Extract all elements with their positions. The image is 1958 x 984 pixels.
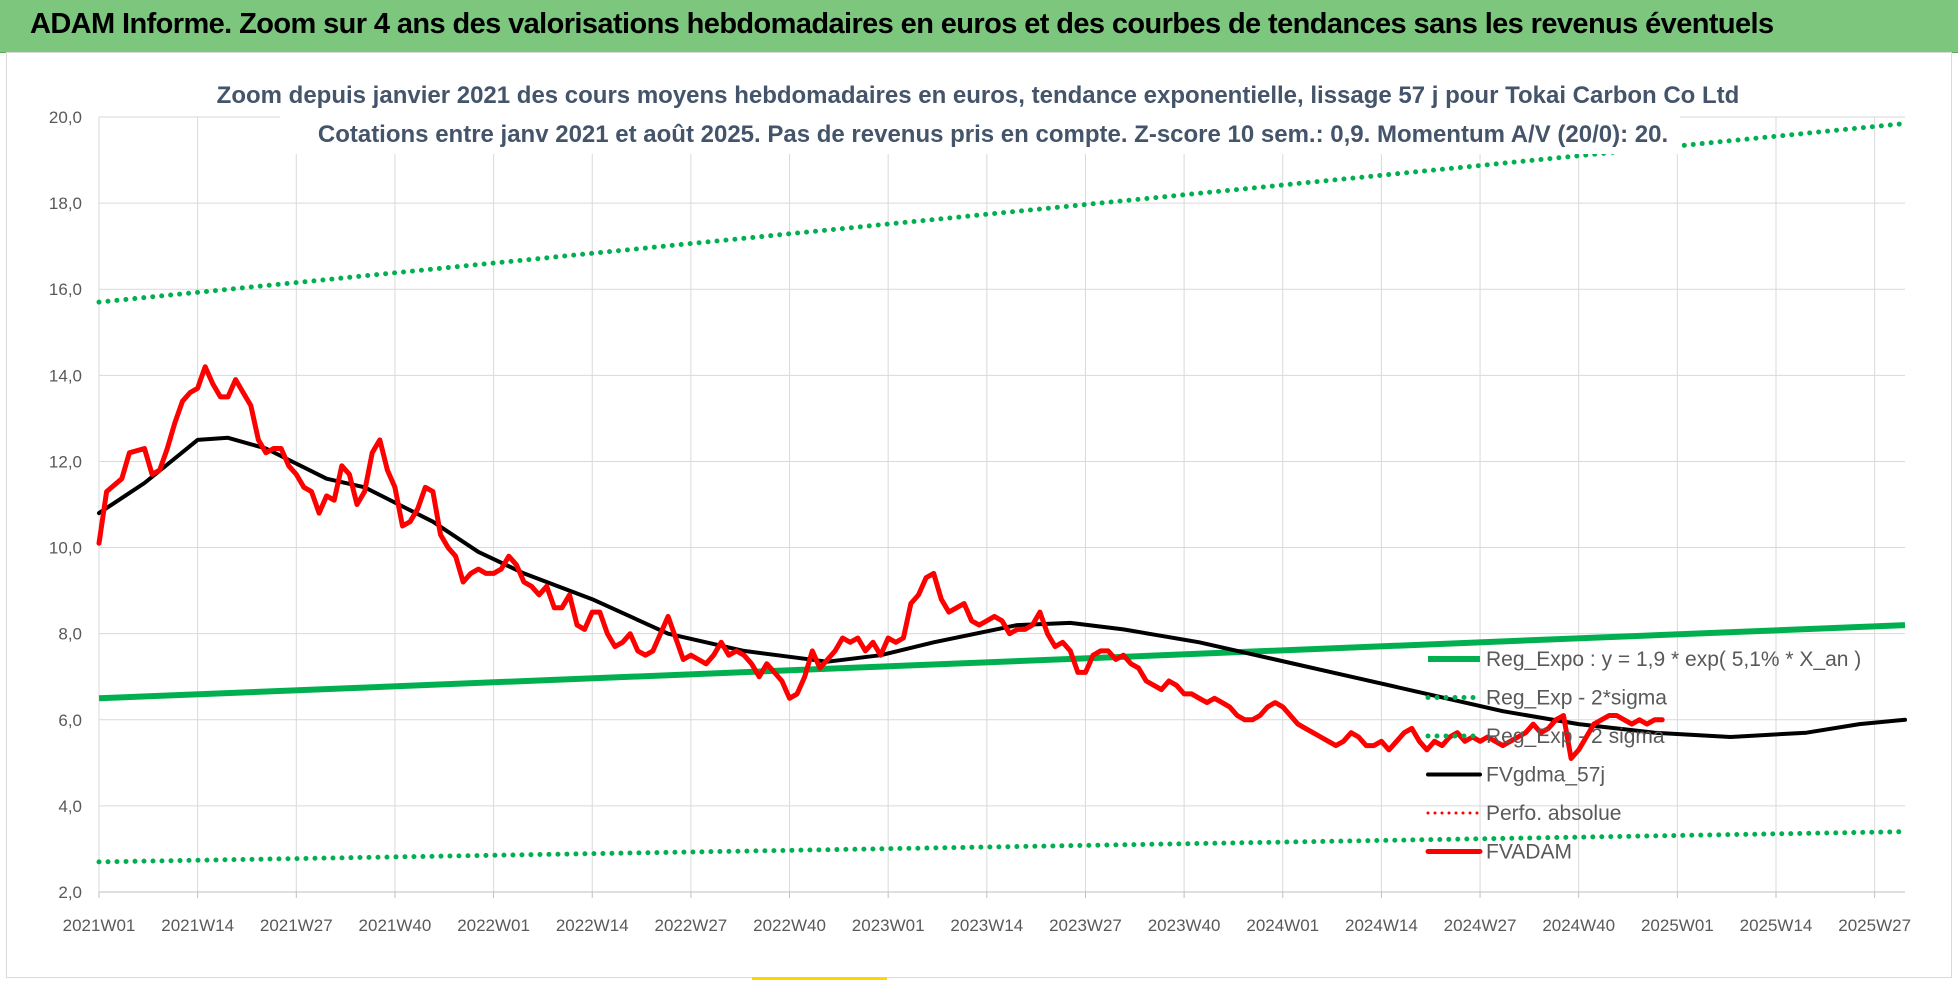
legend-label-reg-exp-lower: Reg_Exp - 2 sigma xyxy=(1486,725,1665,748)
x-tick-label: 2022W27 xyxy=(654,916,727,935)
x-tick-label: 2024W40 xyxy=(1542,916,1615,935)
x-tick-label: 2025W27 xyxy=(1838,916,1911,935)
chart-subtitle: Cotations entre janv 2021 et août 2025. … xyxy=(318,121,1668,148)
banner: ADAM Informe. Zoom sur 4 ans des valoris… xyxy=(0,0,1958,53)
legend: Reg_Expo : y = 1,9 * exp( 5,1% * X_an ) R… xyxy=(1425,648,1861,864)
x-tick-label: 2025W14 xyxy=(1740,916,1813,935)
x-tick-label: 2022W40 xyxy=(753,916,826,935)
banner-title: ADAM Informe. Zoom sur 4 ans des valoris… xyxy=(30,8,1774,40)
chart-title: Zoom depuis janvier 2021 des cours moyen… xyxy=(217,82,1740,109)
y-tick-label: 8,0 xyxy=(58,625,82,644)
legend-label-reg-exp-upper: Reg_Exp - 2*sigma xyxy=(1486,687,1667,710)
bottom-marker xyxy=(752,977,887,980)
y-tick-label: 18,0 xyxy=(49,194,82,213)
y-tick-label: 12,0 xyxy=(49,452,82,471)
y-tick-label: 10,0 xyxy=(49,539,82,558)
y-tick-label: 14,0 xyxy=(49,366,82,385)
title-background xyxy=(280,76,1680,154)
grid xyxy=(98,116,1905,893)
y-tick-label: 20,0 xyxy=(49,108,82,127)
x-tick-label: 2025W01 xyxy=(1641,916,1714,935)
x-tick-label: 2023W01 xyxy=(852,916,925,935)
x-tick-label: 2023W40 xyxy=(1148,916,1221,935)
series-lines xyxy=(96,121,1908,865)
x-tick-label: 2023W27 xyxy=(1049,916,1122,935)
y-tick-label: 2,0 xyxy=(58,883,82,902)
x-tick-label: 2022W14 xyxy=(556,916,629,935)
series-line-reg-expo xyxy=(98,622,1906,702)
x-tick-label: 2024W01 xyxy=(1246,916,1319,935)
x-tick-label: 2024W27 xyxy=(1444,916,1517,935)
y-tick-label: 16,0 xyxy=(49,280,82,299)
x-tick-label: 2021W40 xyxy=(359,916,432,935)
y-axis: 2,0 4,0 6,0 8,0 10,0 12,0 14,0 16,0 18,0 20,0 xyxy=(49,108,82,902)
x-axis: 2021W01 2021W14 2021W27 2021W40 2022W01 2022W… xyxy=(63,891,1911,935)
series-line-fvadam xyxy=(96,364,1665,761)
y-tick-label: 4,0 xyxy=(58,797,82,816)
series-line-reg-exp-lower xyxy=(96,829,1908,865)
y-tick-label: 6,0 xyxy=(58,711,82,730)
chart-frame xyxy=(6,52,1952,978)
legend-label-fvgdma-57j: FVgdma_57j xyxy=(1486,764,1605,787)
legend-label-reg-expo: Reg_Expo : y = 1,9 * exp( 5,1% * X_an ) xyxy=(1486,648,1861,671)
legend-label-perfo-absolue: Perfo. absolue xyxy=(1486,802,1621,825)
x-tick-label: 2022W01 xyxy=(457,916,530,935)
x-tick-label: 2024W14 xyxy=(1345,916,1418,935)
x-tick-label: 2021W01 xyxy=(63,916,136,935)
x-tick-label: 2023W14 xyxy=(950,916,1023,935)
x-tick-label: 2021W14 xyxy=(161,916,234,935)
x-tick-label: 2021W27 xyxy=(260,916,333,935)
legend-label-fvadam: FVADAM xyxy=(1486,841,1572,864)
